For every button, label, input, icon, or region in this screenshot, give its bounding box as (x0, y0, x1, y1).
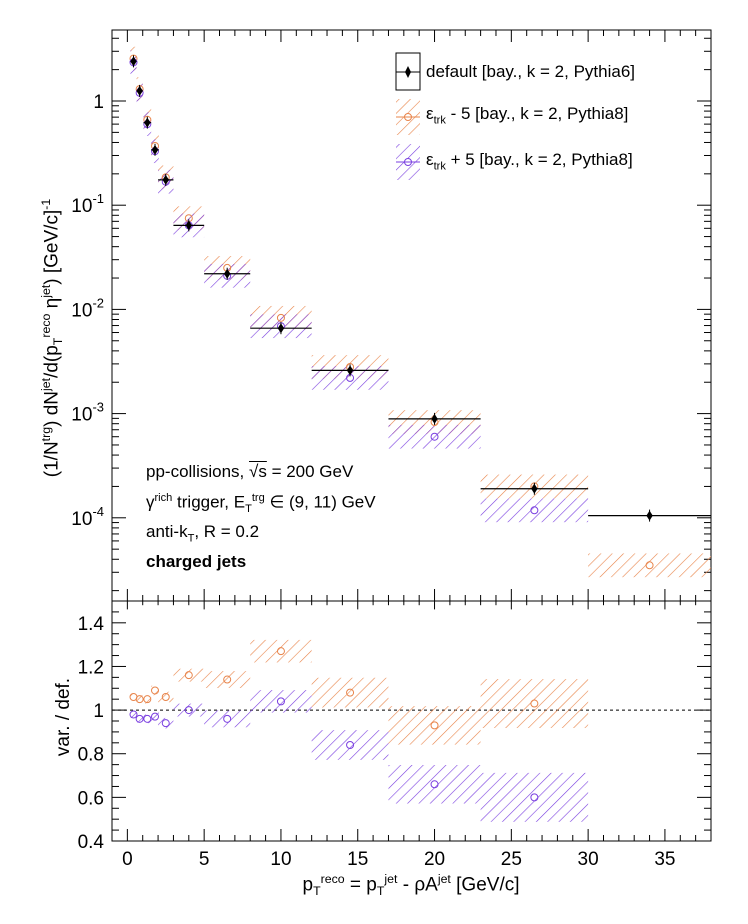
legend-label-eps-minus: εtrk - 5 [bay., k = 2, Pythia8] (426, 104, 629, 127)
point-default (223, 268, 231, 279)
ratio-y-tick-label: 0.8 (78, 745, 104, 766)
band-eps-minus (588, 553, 711, 578)
ratio-point-eps-minus (151, 686, 160, 695)
ratio-band-eps-minus (250, 639, 312, 663)
ratio-band-eps-plus (204, 710, 251, 728)
ratio-band-eps-minus (173, 668, 205, 682)
ratio-y-tick-label: 0.6 (78, 788, 104, 809)
point-eps-plus (430, 432, 439, 441)
x-tick-label: 10 (270, 849, 291, 870)
point-default (646, 510, 653, 521)
ratio-band-eps-plus (311, 730, 389, 760)
ratio-point-eps-minus (143, 695, 152, 704)
band-eps-plus (311, 366, 389, 390)
band-eps-plus (480, 498, 589, 523)
x-tick-label: 0 (122, 849, 133, 870)
y-tick-label: 10-3 (71, 400, 104, 426)
ratio-band-eps-plus (143, 714, 152, 724)
x-tick-label: 20 (424, 849, 445, 870)
x-tick-label: 15 (347, 849, 368, 870)
ratio-point-eps-plus (530, 793, 539, 802)
ratio-point-eps-plus (184, 706, 193, 715)
point-default (130, 56, 137, 67)
ratio-band-eps-plus (158, 717, 174, 729)
point-default (185, 220, 192, 231)
point-eps-plus (530, 506, 539, 515)
legend-marker-default (405, 66, 411, 78)
point-default (162, 174, 169, 185)
ratio-point-eps-plus (135, 714, 144, 723)
point-eps-minus (276, 313, 285, 322)
ratio-band-eps-plus (151, 711, 159, 722)
ratio-point-eps-minus (430, 721, 439, 730)
x-axis-label: pTreco = pTjet - ρAjet [GeV/c] (302, 872, 520, 899)
ratio-band-eps-plus (388, 765, 481, 804)
x-tick-label: 30 (578, 849, 599, 870)
ratio-band-eps-minus (311, 677, 389, 708)
ratio-point-eps-plus (151, 712, 160, 721)
ratio-band-eps-minus (143, 694, 152, 704)
ratio-point-eps-minus (135, 695, 144, 704)
ratio-point-eps-plus (161, 719, 170, 728)
ratio-band-eps-minus (480, 679, 589, 729)
ratio-point-eps-plus (223, 714, 232, 723)
ratio-point-eps-minus (184, 671, 193, 680)
band-eps-plus (388, 424, 481, 449)
ratio-band-eps-plus (480, 772, 589, 822)
point-default (151, 144, 159, 155)
ratio-panel: 0 5 10 15 20 25 30 35 0.4 0.6 0.8 1 1.2 1.4 (78, 600, 712, 870)
ratio-band-eps-minus (151, 685, 159, 696)
ratio-band-eps-minus (158, 691, 174, 703)
point-default (431, 413, 438, 424)
ratio-band-eps-minus (136, 695, 143, 704)
ratio-band-eps-plus (130, 710, 137, 719)
ratio-point-eps-plus (129, 710, 138, 719)
legend-label-default: default [bay., k = 2, Pythia6] (426, 62, 636, 81)
y-tick-label: 10-2 (71, 295, 104, 321)
ratio-band-eps-plus (173, 703, 205, 717)
point-default (136, 85, 143, 96)
annotation-algorithm: anti-kT, R = 0.2 (146, 522, 260, 545)
annotation-trigger: γrich trigger, ETtrg ∈ (9, 11) GeV (146, 492, 376, 516)
ratio-point-eps-plus (430, 780, 439, 789)
y-tick-label: 1 (93, 92, 104, 113)
ratio-band-eps-minus (130, 693, 137, 701)
point-default (144, 117, 151, 128)
point-eps-minus (645, 561, 654, 570)
ratio-point-eps-minus (223, 675, 232, 684)
ratio-point-eps-plus (276, 697, 285, 706)
ratio-band-eps-plus (250, 690, 312, 713)
ratio-point-eps-plus (143, 714, 152, 723)
ratio-band-eps-minus (204, 671, 251, 689)
ratio-point-eps-minus (346, 688, 355, 697)
x-tick-label: 25 (501, 849, 522, 870)
ratio-y-tick-label: 1 (93, 701, 104, 722)
legend-label-eps-plus: εtrk + 5 [bay., k = 2, Pythia8] (426, 150, 633, 173)
ratio-y-axis-label: var. / def. (53, 677, 74, 757)
annotation-charged-jets: charged jets (146, 552, 247, 571)
ratio-band-eps-minus (388, 706, 481, 745)
ratio-point-eps-minus (161, 693, 170, 701)
y-tick-label: 10-1 (71, 191, 104, 217)
point-default (277, 323, 285, 334)
top-y-axis-label: (1/Ntrg) dNjet/d(pTreco ηjet) [GeV/c]-1 (38, 198, 66, 478)
x-tick-label: 5 (199, 849, 210, 870)
ratio-point-eps-minus (530, 699, 539, 708)
ratio-point-eps-minus (276, 647, 285, 656)
point-default (346, 365, 354, 376)
annotation-collisions: pp-collisions, √s = 200 GeV (146, 462, 354, 481)
y-tick-label: 10-4 (71, 504, 104, 530)
ratio-y-tick-label: 1.2 (78, 657, 104, 678)
x-tick-label: 35 (654, 849, 675, 870)
top-panel: 1 10-1 10-2 10-3 10-4 (71, 29, 712, 602)
ratio-point-eps-plus (346, 741, 355, 749)
ratio-y-tick-label: 0.4 (78, 832, 105, 853)
ratio-band-eps-plus (136, 714, 143, 723)
ratio-y-tick-label: 1.4 (78, 614, 105, 635)
point-default (531, 483, 538, 494)
